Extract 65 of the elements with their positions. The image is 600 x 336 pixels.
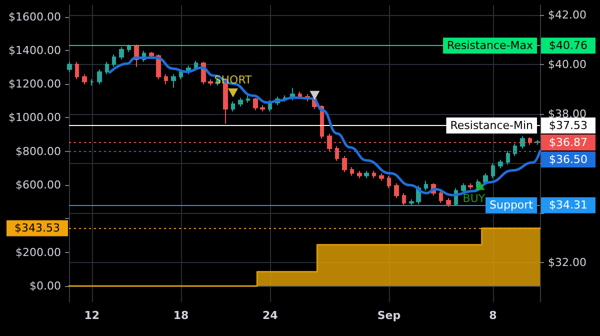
candlestick <box>409 198 414 206</box>
candlestick <box>253 97 258 111</box>
candlestick <box>387 175 391 189</box>
candlestick <box>342 155 347 173</box>
y-tick-label: $0.00 <box>30 280 61 293</box>
candlestick <box>506 150 510 166</box>
candlestick <box>491 162 495 179</box>
y-tick-label: $600.00 <box>16 178 61 192</box>
ref-line-label: $36.87 <box>549 136 588 150</box>
candlestick <box>394 182 399 199</box>
candlestick <box>119 46 124 60</box>
candlestick <box>105 61 109 75</box>
candlestick <box>179 68 183 80</box>
y-tick-label: $1200.00 <box>8 78 61 91</box>
candlestick <box>520 136 525 150</box>
candlestick <box>335 146 339 162</box>
candlestick <box>364 170 369 179</box>
candlestick <box>498 159 503 169</box>
x-tick-label: Sep <box>377 309 401 322</box>
y-tick-label: $1000.00 <box>8 111 61 124</box>
x-tick-label: 8 <box>489 309 497 322</box>
y2-tick-label: $40.00 <box>548 58 586 71</box>
candlestick <box>171 74 176 88</box>
y-tick-label: $800.00 <box>16 144 61 158</box>
candlestick <box>127 44 131 53</box>
y-tick-label: $1600.00 <box>8 10 61 24</box>
candlestick <box>246 94 250 104</box>
y-tick-label: $1400.00 <box>8 44 61 57</box>
y2-tick-label: $32.00 <box>548 256 586 269</box>
candlestick <box>231 101 235 112</box>
candlestick <box>112 54 116 68</box>
y2-tick-label: $42.00 <box>548 8 586 22</box>
candlestick <box>379 172 384 182</box>
y-tick-label: $200.00 <box>16 246 61 259</box>
candlestick <box>164 74 168 85</box>
x-tick-label: 12 <box>84 309 100 322</box>
candlestick <box>350 166 354 176</box>
text: Resistance-Max $40.76 <box>447 39 588 52</box>
candlestick <box>67 61 72 72</box>
candlestick <box>75 61 79 80</box>
data-label: BUY <box>462 192 486 206</box>
candlestick <box>149 52 154 59</box>
candlestick <box>402 192 406 206</box>
candlestick <box>439 190 443 204</box>
x-tick-label: 24 <box>262 309 278 322</box>
x-tick-label: 18 <box>173 309 189 322</box>
candlestick <box>513 143 517 156</box>
ref-line-label: $343.53 <box>14 222 60 235</box>
y2-tick-label: $38.00 <box>548 107 586 120</box>
candlestick <box>97 68 102 85</box>
text: Support $34.31 <box>490 198 588 212</box>
candlestick <box>357 170 362 179</box>
candlestick <box>372 170 376 179</box>
candlestick <box>90 78 94 86</box>
candlestick <box>483 172 488 185</box>
candlestick <box>424 180 428 192</box>
candlestick <box>238 97 243 107</box>
candlestick <box>208 78 213 86</box>
candlestick <box>446 198 451 208</box>
candlestick <box>82 74 87 85</box>
candlestick <box>468 182 473 190</box>
candlestick <box>260 104 265 112</box>
ref-line-label: $36.50 <box>549 153 588 166</box>
text: Resistance-Min $37.53 <box>450 119 588 132</box>
candlestick <box>461 182 466 194</box>
